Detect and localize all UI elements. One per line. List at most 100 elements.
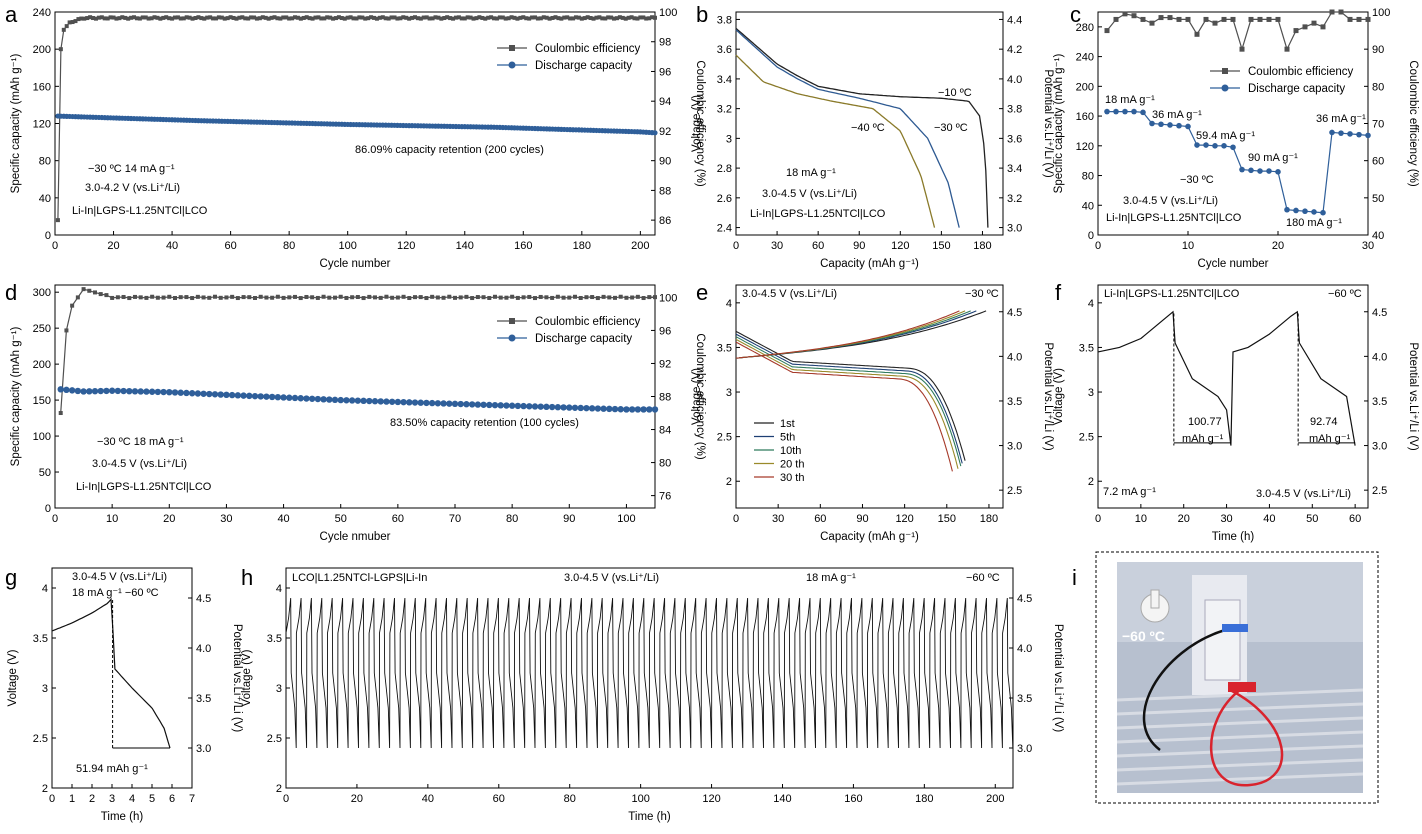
capacity-marker: [240, 392, 247, 399]
ce-marker: [187, 15, 192, 20]
capacity-marker: [434, 400, 442, 407]
capacity-marker: [474, 401, 482, 408]
x-tick-label: 180: [980, 513, 998, 525]
legend-marker: [1222, 68, 1228, 74]
ce-marker: [175, 15, 180, 20]
x-tick-label: 50: [335, 513, 347, 525]
capacity-marker: [1212, 143, 1218, 149]
ce-marker: [456, 15, 461, 20]
capacity-marker: [1230, 144, 1236, 151]
ce-marker: [363, 16, 368, 21]
ce-marker: [550, 295, 555, 300]
x-tick-label: 140: [773, 793, 791, 805]
ce-marker: [601, 294, 606, 299]
ce-marker: [641, 15, 646, 20]
ce-marker: [650, 15, 655, 20]
ce-marker: [319, 16, 324, 21]
ce-marker: [475, 295, 480, 300]
x-tick-label: 0: [52, 240, 58, 252]
x-tick-label: 150: [938, 513, 956, 525]
capacity-marker: [588, 405, 596, 412]
ce-marker: [603, 16, 608, 21]
ce-marker: [310, 295, 315, 300]
y-tick-label: 3.2: [717, 104, 732, 116]
thermometer-stem: [1150, 589, 1160, 609]
y2-tick-label: 90: [1372, 44, 1384, 56]
capacity-marker: [486, 401, 493, 409]
ce-marker: [448, 16, 453, 21]
legend-marker: [509, 318, 515, 324]
ce-marker: [344, 295, 349, 300]
panel-label-c: c: [1070, 2, 1081, 27]
x-tick-label: 120: [397, 240, 415, 252]
y-tick-label: 3.8: [717, 14, 732, 26]
y2-tick-label: 3.2: [1007, 193, 1022, 205]
ce-marker: [1257, 16, 1263, 22]
y-axis-label: Specific capacity (mAh g⁻¹): [1053, 54, 1065, 194]
ce-marker: [591, 16, 596, 21]
annotation: 18 mA g⁻¹ −60 ºC: [72, 587, 159, 599]
ce-marker: [600, 16, 605, 21]
ce-marker: [556, 16, 561, 21]
ce-marker: [653, 15, 657, 20]
capacity-marker: [194, 390, 202, 397]
capacity-marker: [503, 402, 510, 409]
ce-marker: [1131, 13, 1137, 19]
rack-bar: [1116, 716, 1364, 730]
y2-tick-label: 4.2: [1007, 44, 1022, 56]
ce-marker: [630, 295, 635, 300]
ce-marker: [115, 295, 120, 300]
ce-marker: [213, 294, 217, 299]
capacity-marker: [268, 393, 276, 401]
capacity-marker: [594, 405, 602, 412]
ce-marker: [235, 296, 240, 301]
y2-tick-label: 100: [659, 292, 677, 304]
ce-marker: [1194, 31, 1200, 37]
capacity-marker: [274, 393, 282, 401]
rack-bar: [1116, 744, 1364, 758]
capacity-marker: [177, 389, 184, 396]
annotation: 100.77: [1188, 416, 1222, 428]
capacity-marker: [617, 406, 624, 413]
black-wire: [1142, 628, 1226, 751]
discharge-curve-3: [735, 338, 959, 469]
capacity-marker: [86, 388, 93, 395]
capacity-marker: [566, 404, 573, 411]
capacity-marker: [520, 402, 527, 410]
ce-marker: [225, 16, 230, 21]
ce-marker: [275, 16, 280, 21]
ce-marker: [195, 294, 200, 299]
y2-tick-label: 88: [659, 392, 671, 404]
ce-marker: [155, 295, 160, 300]
curve-2: [735, 54, 936, 228]
ce-marker: [1122, 11, 1128, 17]
rate-label: 36 mA g⁻¹: [1316, 113, 1366, 125]
ce-marker: [1203, 16, 1209, 22]
ce-marker: [401, 294, 406, 299]
legend-label: 5th: [780, 432, 795, 444]
ce-marker: [585, 15, 590, 20]
ce-marker: [58, 411, 63, 416]
x-tick-label: 90: [563, 513, 575, 525]
ce-marker: [219, 15, 224, 20]
y-tick-label: 80: [39, 156, 51, 168]
ce-marker: [120, 15, 125, 20]
ce-marker: [573, 15, 578, 20]
y-tick-label: 2: [726, 476, 732, 488]
ce-marker: [105, 16, 110, 21]
x-tick-label: 60: [1349, 513, 1361, 525]
ce-marker: [1347, 16, 1353, 22]
y2-tick-label: 3.5: [1372, 396, 1387, 408]
panel-label-h: h: [241, 565, 253, 590]
ce-marker: [559, 16, 564, 21]
annotation: 83.50% capacity retention (100 cycles): [390, 417, 579, 429]
x-tick-label: 0: [733, 513, 739, 525]
capacity-marker: [600, 405, 607, 412]
y2-tick-label: 60: [1372, 156, 1384, 168]
ce-marker: [644, 16, 649, 21]
panel-b: b 0 30 60 90 120 150 180 2.4 2.6 2.8 3 3.2 3.4 3.6 3.8 3…: [691, 2, 1054, 270]
annotation: 86.09% capacity retention (200 cycles): [355, 144, 544, 156]
y2-tick-label: 3.0: [1007, 223, 1022, 235]
x-tick-label: 160: [844, 793, 862, 805]
capacity-marker: [103, 387, 110, 395]
